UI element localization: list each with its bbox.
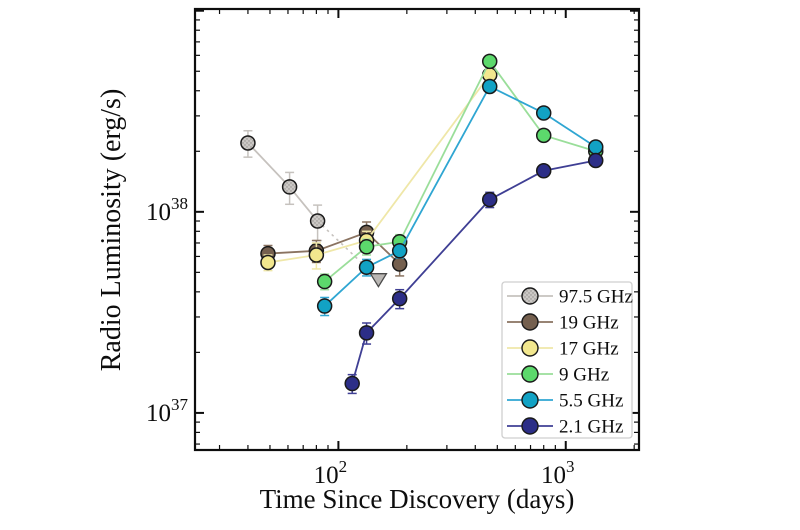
data-point [391,256,408,272]
data-point [358,325,375,341]
data-point [587,152,604,169]
series-line [324,85,597,307]
data-point [308,247,325,263]
data-point [316,298,333,314]
series-17-ghz [260,67,498,272]
data-point [481,53,498,70]
legend-label: 19 GHz [559,313,619,334]
series-9-ghz [316,53,604,291]
series-line [351,159,596,384]
data-point [358,259,375,276]
data-point [391,243,408,259]
data-point [535,105,552,121]
data-point [587,139,604,155]
plot-border [193,7,641,452]
legend-entry-9-ghz: 9 GHz [507,365,609,386]
data-point [240,135,256,151]
series-5-5-ghz [316,78,604,317]
x-axis-title: Time Since Discovery (days) [259,484,575,514]
data-point [309,213,326,229]
y-tick-label: 1037 [146,395,189,427]
legend-entry-2-1-ghz: 2.1 GHz [507,417,623,438]
series-2-1-ghz [344,152,604,395]
series-line [247,142,319,222]
y-axis-title: Radio Luminosity (erg/s) [96,88,127,372]
legend-marker [521,313,539,331]
x-tick-label: 103 [541,457,575,489]
legend-label: 9 GHz [559,365,609,386]
legend-label: 17 GHz [559,339,619,360]
series-line [267,74,491,264]
legend-marker [521,339,539,357]
data-point [481,78,498,95]
data-point [535,163,552,179]
upper-limit-connector [317,220,379,280]
legend-entry-5-5-ghz: 5.5 GHz [507,391,623,412]
legend-entry-19-ghz: 19 GHz [507,313,619,334]
upper-limit-marker [369,273,388,288]
series-19-ghz [260,221,408,277]
data-point [316,273,333,290]
x-tick-label: 102 [314,457,348,489]
series-line [324,59,597,283]
legend-entry-97-5-ghz: 97.5 GHz [507,287,633,308]
legend-marker [521,287,539,305]
legend: 97.5 GHz 19 GHz 17 GHz 9 GHz 5.5 GHz 2.1 GHz [501,281,633,439]
data-point [481,191,498,208]
data-point [344,375,360,392]
data-point [358,239,375,255]
legend-marker [521,365,539,383]
series-line [267,231,401,265]
legend-label: 97.5 GHz [559,287,633,308]
legend-label: 5.5 GHz [559,391,623,412]
y-tick-label: 1038 [146,194,188,226]
data-point [260,254,276,271]
legend-label: 2.1 GHz [559,417,623,438]
legend-marker [521,417,539,435]
legend-marker [521,391,539,409]
legend-entry-17-ghz: 17 GHz [507,339,619,360]
data-point [281,179,298,195]
series-97-5-ghz [240,130,388,288]
data-point [535,127,552,144]
data-point [391,290,408,307]
